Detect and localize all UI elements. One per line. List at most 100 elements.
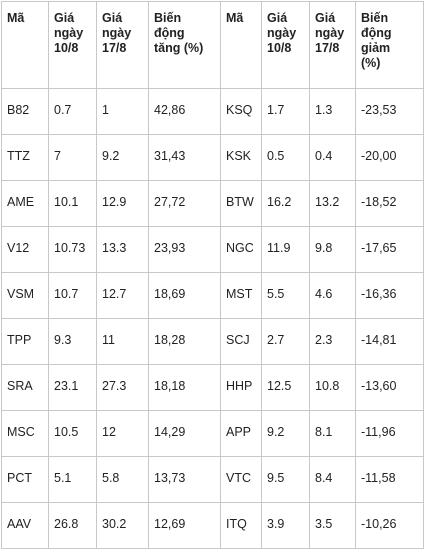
gainer-change: 42,86 [148, 88, 221, 135]
gainer-price-108: 0.7 [48, 88, 97, 135]
loser-price-178: 13.2 [309, 180, 356, 227]
gainer-change: 12,69 [148, 502, 221, 549]
gainer-price-108: 5.1 [48, 456, 97, 503]
loser-price-178: 4.6 [309, 272, 356, 319]
gainer-code: SRA [1, 364, 49, 411]
loser-price-108: 0.5 [261, 134, 310, 181]
loser-price-108: 16.2 [261, 180, 310, 227]
gainer-price-178: 12.7 [96, 272, 149, 319]
gainer-change: 18,28 [148, 318, 221, 365]
loser-code: KSQ [220, 88, 262, 135]
gainer-price-178: 11 [96, 318, 149, 365]
loser-code: ITQ [220, 502, 262, 549]
gainer-code: VSM [1, 272, 49, 319]
gainer-price-178: 30.2 [96, 502, 149, 549]
loser-code: APP [220, 410, 262, 457]
gainer-price-178: 27.3 [96, 364, 149, 411]
gainer-price-108: 10.7 [48, 272, 97, 319]
loser-code: MST [220, 272, 262, 319]
loser-code: SCJ [220, 318, 262, 365]
loser-price-178: 9.8 [309, 226, 356, 273]
loser-change: -16,36 [355, 272, 424, 319]
gainer-price-108: 10.1 [48, 180, 97, 227]
loser-price-108: 1.7 [261, 88, 310, 135]
gainer-change: 18,69 [148, 272, 221, 319]
table-row: MSC 10.5 12 14,29 APP 9.2 8.1 -11,96 [1, 410, 424, 457]
table-row: PCT 5.1 5.8 13,73 VTC 9.5 8.4 -11,58 [1, 456, 424, 503]
loser-price-108: 3.9 [261, 502, 310, 549]
header-change-down: Biến động giảm (%) [355, 1, 424, 89]
loser-price-108: 11.9 [261, 226, 310, 273]
table-row: AAV 26.8 30.2 12,69 ITQ 3.9 3.5 -10,26 [1, 502, 424, 549]
header-ma-left: Mã [1, 1, 49, 89]
loser-change: -10,26 [355, 502, 424, 549]
stock-price-change-table: Mã Giá ngày 10/8 Giá ngày 17/8 Biến động… [1, 1, 424, 549]
gainer-change: 27,72 [148, 180, 221, 227]
loser-price-178: 10.8 [309, 364, 356, 411]
gainer-price-178: 9.2 [96, 134, 149, 181]
loser-change: -11,58 [355, 456, 424, 503]
gainer-price-108: 7 [48, 134, 97, 181]
loser-price-178: 2.3 [309, 318, 356, 365]
gainer-change: 18,18 [148, 364, 221, 411]
loser-price-178: 8.4 [309, 456, 356, 503]
loser-price-178: 3.5 [309, 502, 356, 549]
header-price-178-left: Giá ngày 17/8 [96, 1, 149, 89]
header-price-108-right: Giá ngày 10/8 [261, 1, 310, 89]
gainer-price-108: 9.3 [48, 318, 97, 365]
gainer-code: AAV [1, 502, 49, 549]
table-header: Mã Giá ngày 10/8 Giá ngày 17/8 Biến động… [1, 1, 424, 89]
gainer-price-178: 12.9 [96, 180, 149, 227]
table-row: SRA 23.1 27.3 18,18 HHP 12.5 10.8 -13,60 [1, 364, 424, 411]
loser-change: -11,96 [355, 410, 424, 457]
table-row: TTZ 7 9.2 31,43 KSK 0.5 0.4 -20,00 [1, 134, 424, 181]
table-body: B82 0.7 1 42,86 KSQ 1.7 1.3 -23,53 TTZ 7… [1, 88, 424, 549]
loser-price-178: 1.3 [309, 88, 356, 135]
gainer-price-178: 12 [96, 410, 149, 457]
loser-price-108: 9.2 [261, 410, 310, 457]
loser-change: -14,81 [355, 318, 424, 365]
gainer-price-108: 10.5 [48, 410, 97, 457]
header-price-178-right: Giá ngày 17/8 [309, 1, 356, 89]
loser-price-108: 5.5 [261, 272, 310, 319]
table-row: B82 0.7 1 42,86 KSQ 1.7 1.3 -23,53 [1, 88, 424, 135]
loser-code: HHP [220, 364, 262, 411]
gainer-price-178: 1 [96, 88, 149, 135]
gainer-code: TTZ [1, 134, 49, 181]
gainer-code: MSC [1, 410, 49, 457]
table-row: TPP 9.3 11 18,28 SCJ 2.7 2.3 -14,81 [1, 318, 424, 365]
gainer-price-178: 5.8 [96, 456, 149, 503]
gainer-change: 13,73 [148, 456, 221, 503]
gainer-price-178: 13.3 [96, 226, 149, 273]
gainer-price-108: 26.8 [48, 502, 97, 549]
gainer-code: PCT [1, 456, 49, 503]
gainer-change: 31,43 [148, 134, 221, 181]
gainer-price-108: 23.1 [48, 364, 97, 411]
gainer-change: 14,29 [148, 410, 221, 457]
loser-change: -20,00 [355, 134, 424, 181]
gainer-code: TPP [1, 318, 49, 365]
gainer-code: B82 [1, 88, 49, 135]
table-row: V12 10.73 13.3 23,93 NGC 11.9 9.8 -17,65 [1, 226, 424, 273]
gainer-code: V12 [1, 226, 49, 273]
gainer-change: 23,93 [148, 226, 221, 273]
table-row: VSM 10.7 12.7 18,69 MST 5.5 4.6 -16,36 [1, 272, 424, 319]
loser-code: NGC [220, 226, 262, 273]
loser-change: -18,52 [355, 180, 424, 227]
loser-price-108: 9.5 [261, 456, 310, 503]
header-change-up: Biến động tăng (%) [148, 1, 221, 89]
loser-code: BTW [220, 180, 262, 227]
loser-price-178: 0.4 [309, 134, 356, 181]
loser-change: -13,60 [355, 364, 424, 411]
header-ma-right: Mã [220, 1, 262, 89]
loser-change: -23,53 [355, 88, 424, 135]
gainer-code: AME [1, 180, 49, 227]
loser-price-108: 2.7 [261, 318, 310, 365]
table-row: AME 10.1 12.9 27,72 BTW 16.2 13.2 -18,52 [1, 180, 424, 227]
loser-code: KSK [220, 134, 262, 181]
header-row: Mã Giá ngày 10/8 Giá ngày 17/8 Biến động… [1, 1, 424, 89]
loser-code: VTC [220, 456, 262, 503]
gainer-price-108: 10.73 [48, 226, 97, 273]
loser-change: -17,65 [355, 226, 424, 273]
header-price-108-left: Giá ngày 10/8 [48, 1, 97, 89]
